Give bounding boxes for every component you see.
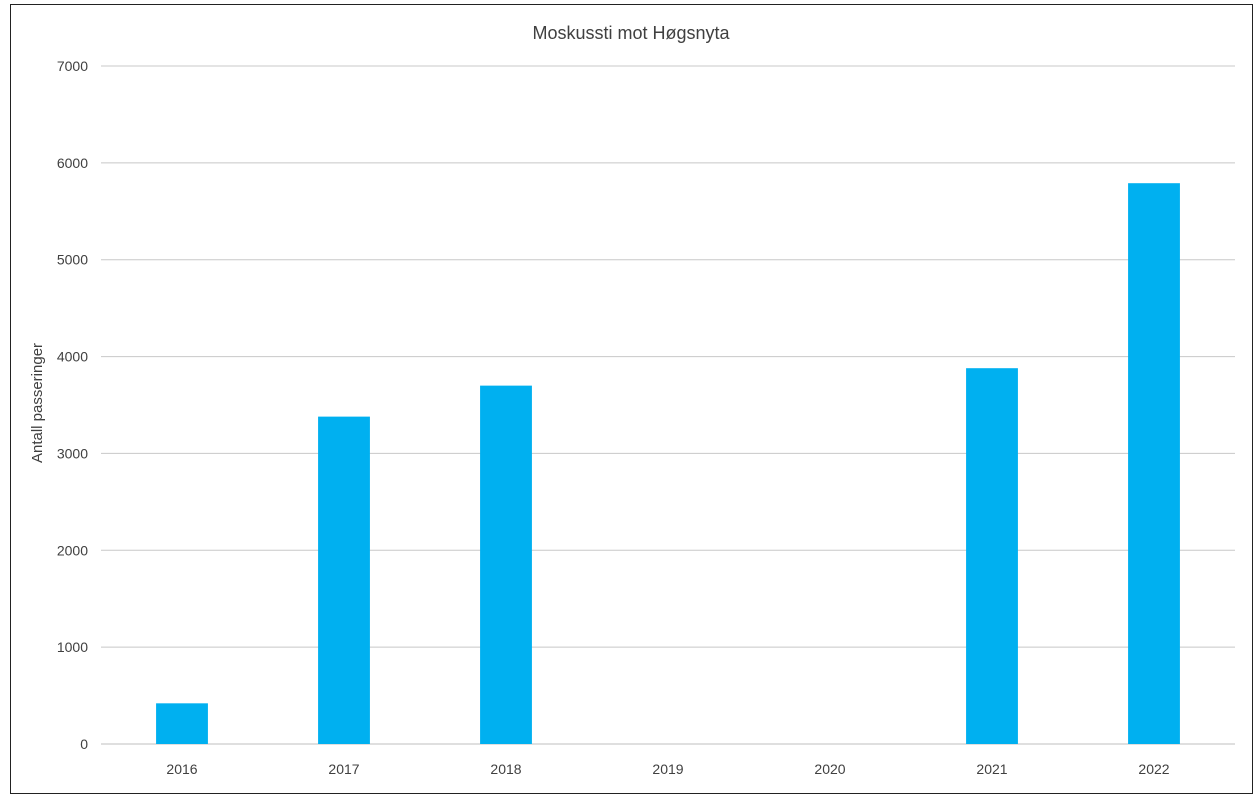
bar-2016 xyxy=(156,703,208,744)
x-tick-label: 2018 xyxy=(490,761,521,777)
y-tick-label: 5000 xyxy=(57,252,88,268)
gridlines xyxy=(101,65,1235,745)
x-tick-label: 2021 xyxy=(976,761,1007,777)
y-tick-label: 1000 xyxy=(57,639,88,655)
bar-2021 xyxy=(966,368,1018,744)
y-tick-label: 2000 xyxy=(57,542,88,558)
y-axis-ticks: 0 1000 2000 3000 4000 5000 6000 7000 xyxy=(57,58,88,752)
x-tick-label: 2019 xyxy=(652,761,683,777)
y-tick-label: 4000 xyxy=(57,349,88,365)
x-tick-label: 2016 xyxy=(166,761,197,777)
y-tick-label: 6000 xyxy=(57,155,88,171)
bar-2017 xyxy=(318,416,370,744)
y-tick-label: 3000 xyxy=(57,445,88,461)
y-tick-label: 0 xyxy=(80,736,88,752)
chart-title: Moskussti mot Høgsnyta xyxy=(532,23,730,43)
chart-frame xyxy=(10,4,1253,794)
bar-2022 xyxy=(1128,183,1180,744)
bars xyxy=(156,183,1180,744)
x-axis-ticks: 2016 2017 2018 2019 2020 2021 2022 xyxy=(166,761,1169,777)
y-axis-title: Antall passeringer xyxy=(29,343,46,463)
bar-2018 xyxy=(480,385,532,744)
x-tick-label: 2022 xyxy=(1138,761,1169,777)
y-tick-label: 7000 xyxy=(57,58,88,74)
x-tick-label: 2020 xyxy=(814,761,845,777)
x-tick-label: 2017 xyxy=(328,761,359,777)
